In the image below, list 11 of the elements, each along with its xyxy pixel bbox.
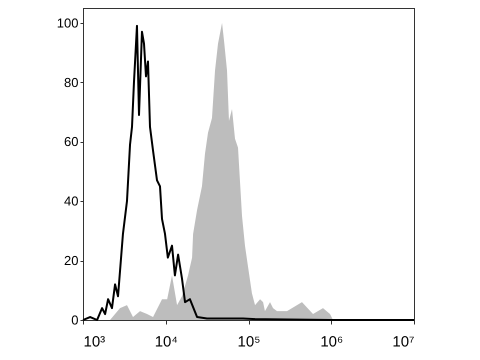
x-tick-label: 10⁵ bbox=[238, 334, 260, 350]
x-tick-label: 10⁷ bbox=[392, 334, 414, 350]
x-tick-label: 10⁶ bbox=[320, 334, 344, 350]
y-tick-label: 60 bbox=[64, 134, 78, 150]
y-tick-label: 100 bbox=[56, 15, 78, 30]
x-tick-label: 10⁴ bbox=[154, 334, 178, 350]
x-tick-label: 10³ bbox=[84, 334, 106, 350]
y-tick-label: 40 bbox=[64, 194, 78, 209]
y-tick-label: 0 bbox=[71, 312, 78, 328]
y-tick-label: 80 bbox=[64, 74, 78, 90]
y-tick-label: 20 bbox=[64, 253, 78, 268]
